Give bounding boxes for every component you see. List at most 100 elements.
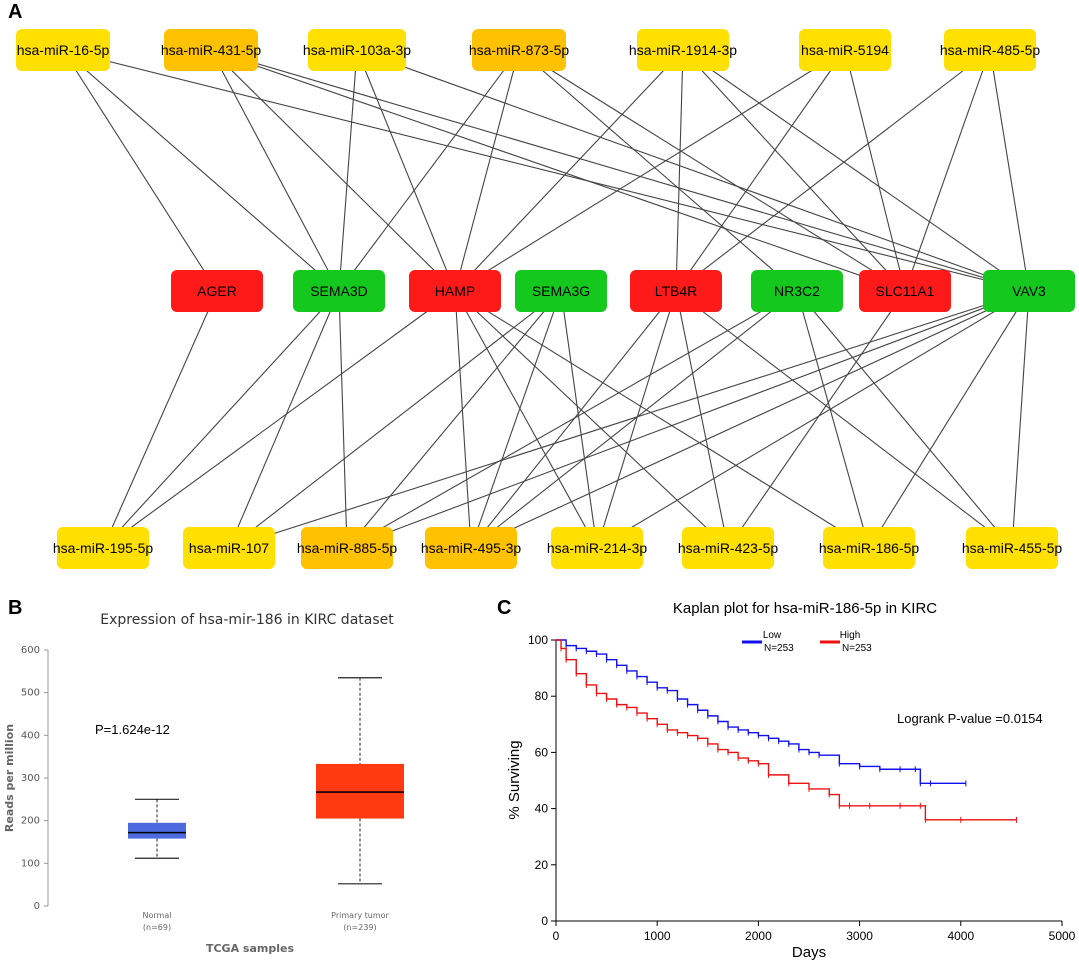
bottom-mirna-node-box bbox=[551, 527, 643, 569]
gene-node-box bbox=[515, 270, 607, 312]
network-edge bbox=[675, 290, 1013, 549]
boxplot-y-tick-label: 600 bbox=[21, 645, 40, 656]
network-edge bbox=[210, 49, 456, 292]
bottom-mirna-node-label: hsa-miR-214-3p bbox=[547, 540, 648, 556]
bottom-mirna-node: hsa-miR-495-3p bbox=[421, 527, 521, 569]
boxplot-y-tick-label: 400 bbox=[21, 730, 40, 741]
boxplot-box bbox=[128, 822, 186, 839]
top-mirna-node-box bbox=[799, 29, 891, 71]
network-edge bbox=[682, 49, 1030, 292]
km-y-tick-label: 60 bbox=[535, 745, 549, 759]
network-edge bbox=[470, 290, 677, 549]
network-edge bbox=[454, 290, 472, 549]
km-y-label: % Surviving bbox=[506, 740, 523, 819]
boxplot-x-label: TCGA samples bbox=[206, 942, 294, 955]
top-mirna-node: hsa-miR-485-5p bbox=[940, 29, 1041, 71]
bottom-mirna-node-label: hsa-miR-885-5p bbox=[297, 540, 398, 556]
gene-node-box bbox=[171, 270, 263, 312]
boxplot-group: Primary tumor (n=239) bbox=[316, 677, 404, 932]
panel-label-a: A bbox=[8, 1, 22, 23]
gene-node: SEMA3D bbox=[293, 270, 385, 312]
gene-node: HAMP bbox=[409, 270, 501, 312]
network-edge bbox=[675, 49, 684, 292]
network-edge bbox=[454, 290, 870, 549]
bottom-mirna-node: hsa-miR-455-5p bbox=[962, 527, 1063, 569]
network-edge bbox=[675, 290, 729, 549]
km-legend-n: N=253 bbox=[764, 643, 794, 654]
km-x-label: Days bbox=[792, 944, 826, 961]
network-edge bbox=[518, 49, 798, 292]
network-edges bbox=[62, 49, 1030, 549]
boxplot-category-label: Primary tumor bbox=[331, 911, 389, 920]
km-y-tick-label: 20 bbox=[535, 858, 549, 872]
bottom-mirna-node: hsa-miR-195-5p bbox=[53, 527, 153, 569]
km-title: Kaplan plot for hsa-miR-186-5p in KIRC bbox=[673, 600, 937, 617]
bottom-mirna-node: hsa-miR-214-3p bbox=[547, 527, 648, 569]
boxplot-y-tick-label: 0 bbox=[34, 901, 40, 912]
panel-label-c: C bbox=[497, 597, 511, 619]
top-mirna-node: hsa-miR-1914-3p bbox=[629, 29, 737, 71]
gene-node-box bbox=[293, 270, 385, 312]
top-mirna-node: hsa-miR-873-5p bbox=[469, 29, 570, 71]
bottom-mirna-node-label: hsa-miR-455-5p bbox=[962, 540, 1063, 556]
network-edge bbox=[102, 290, 218, 549]
bottom-mirna-node-box bbox=[57, 527, 149, 569]
network-edge bbox=[210, 49, 1030, 292]
gene-node-label: SLC11A1 bbox=[876, 283, 935, 299]
top-mirna-node: hsa-miR-16-5p bbox=[16, 29, 110, 71]
km-legend-entry: High N=253 bbox=[820, 630, 872, 654]
network-edge bbox=[210, 49, 906, 292]
bottom-mirna-node-label: hsa-miR-186-5p bbox=[819, 540, 920, 556]
boxplot-y-label: Reads per million bbox=[3, 724, 16, 832]
gene-node: AGER bbox=[171, 270, 263, 312]
bottom-mirna-node-box bbox=[823, 527, 915, 569]
gene-node: LTB4R bbox=[630, 270, 722, 312]
km-curve-high bbox=[556, 639, 1017, 821]
top-mirna-node-label: hsa-miR-5194 bbox=[801, 42, 889, 58]
network-edge bbox=[727, 290, 906, 549]
network-edge bbox=[682, 49, 906, 292]
top-mirna-node-box bbox=[308, 29, 406, 71]
network-edge bbox=[470, 290, 798, 549]
gene-node-label: VAV3 bbox=[1012, 283, 1046, 299]
network-edge bbox=[454, 49, 846, 292]
gene-node-box bbox=[859, 270, 951, 312]
boxplot-y-tick-label: 100 bbox=[21, 858, 40, 869]
network-edge bbox=[210, 49, 340, 292]
top-mirna-node-label: hsa-miR-1914-3p bbox=[629, 42, 737, 58]
bottom-mirna-node-label: hsa-miR-423-5p bbox=[678, 540, 779, 556]
boxplot-y-tick-label: 200 bbox=[21, 816, 40, 827]
gene-node-box bbox=[630, 270, 722, 312]
network-edge bbox=[228, 290, 340, 549]
bottom-mirna-node-box bbox=[183, 527, 275, 569]
km-x-tick-label: 3000 bbox=[846, 929, 873, 943]
network-edge bbox=[338, 49, 358, 292]
gene-node-label: NR3C2 bbox=[774, 283, 820, 299]
network-edge bbox=[454, 290, 598, 549]
bottom-mirna-node: hsa-miR-107 bbox=[183, 527, 275, 569]
km-legend-entry: Low N=253 bbox=[742, 630, 794, 654]
gene-node-label: SEMA3G bbox=[532, 283, 590, 299]
top-mirna-node-label: hsa-miR-485-5p bbox=[940, 42, 1041, 58]
km-x-tick-label: 1000 bbox=[644, 929, 671, 943]
network-edge bbox=[102, 290, 456, 549]
network-edge bbox=[338, 290, 348, 549]
network-edge bbox=[904, 49, 991, 292]
network-edge bbox=[356, 49, 456, 292]
bottom-mirna-node: hsa-miR-186-5p bbox=[819, 527, 920, 569]
km-y-tick-label: 100 bbox=[528, 633, 548, 647]
bottom-mirna-node-box bbox=[682, 527, 774, 569]
gene-node: SEMA3G bbox=[515, 270, 607, 312]
top-mirna-node-label: hsa-miR-873-5p bbox=[469, 42, 570, 58]
network-edge bbox=[868, 290, 1030, 549]
top-mirna-node-box bbox=[164, 29, 258, 71]
km-chart: Kaplan plot for hsa-miR-186-5p in KIRC 0… bbox=[506, 600, 1076, 961]
bottom-mirna-node-label: hsa-miR-107 bbox=[189, 540, 269, 556]
network-edge bbox=[62, 49, 340, 292]
network-edge bbox=[675, 49, 846, 292]
top-mirna-node-box bbox=[16, 29, 110, 71]
gene-node-box bbox=[983, 270, 1075, 312]
top-mirna-node: hsa-miR-431-5p bbox=[161, 29, 261, 71]
km-x-tick-label: 4000 bbox=[947, 929, 974, 943]
bottom-mirna-node-box bbox=[966, 527, 1058, 569]
